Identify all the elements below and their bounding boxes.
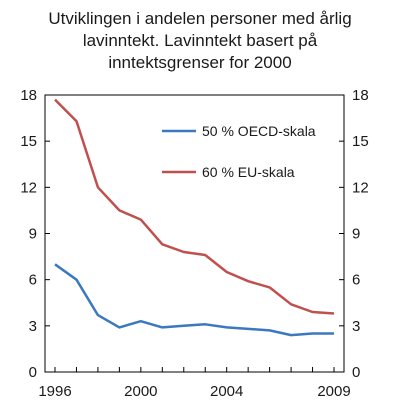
series-line-0 xyxy=(54,263,334,337)
series-line-1 xyxy=(54,98,335,315)
y-tick-label-right-5: 15 xyxy=(352,133,369,150)
x-tick-label-2: 2004 xyxy=(210,383,243,400)
y-tick-label-right-0: 0 xyxy=(352,364,360,381)
x-tick-label-1: 2000 xyxy=(124,383,157,400)
y-tick-label-left-0: 0 xyxy=(29,364,37,381)
y-tick-label-right-4: 12 xyxy=(352,179,369,196)
y-tick-label-left-3: 9 xyxy=(29,226,37,243)
legend-label-0: 50 % OECD-skala xyxy=(202,123,316,139)
y-tick-label-left-5: 15 xyxy=(20,133,37,150)
legend-label-1: 60 % EU-skala xyxy=(202,164,295,180)
chart-title: Utviklingen i andelen personer med årlig… xyxy=(0,8,400,74)
chart-title-line-1: Utviklingen i andelen personer med årlig xyxy=(48,9,352,28)
y-tick-label-left-4: 12 xyxy=(20,179,37,196)
y-tick-label-right-6: 18 xyxy=(352,87,369,104)
x-tick-label-0: 1996 xyxy=(38,383,71,400)
chart-title-line-3: inntektsgrenser for 2000 xyxy=(108,53,292,72)
chart-title-line-2: lavinntekt. Lavinntekt basert på xyxy=(82,31,318,50)
y-tick-label-left-2: 6 xyxy=(29,272,37,289)
x-tick-label-3: 2009 xyxy=(317,383,350,400)
y-tick-label-left-6: 18 xyxy=(20,87,37,104)
y-tick-label-right-2: 6 xyxy=(352,272,360,289)
y-tick-label-right-3: 9 xyxy=(352,226,360,243)
y-tick-label-left-1: 3 xyxy=(29,318,37,335)
y-tick-label-right-1: 3 xyxy=(352,318,360,335)
